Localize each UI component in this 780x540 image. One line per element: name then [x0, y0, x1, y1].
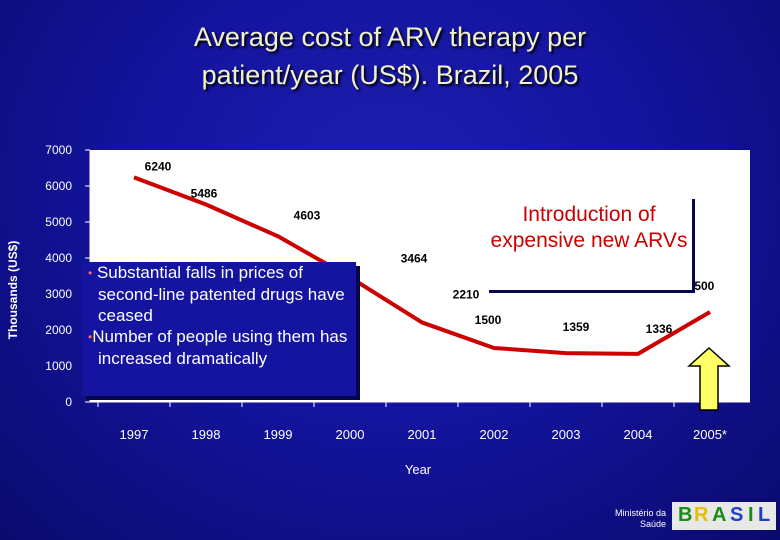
- bullet-text-2: Number of people using them has increase…: [92, 327, 348, 369]
- ministry-logo: Ministério da Saúde B R A S I L: [608, 496, 776, 534]
- data-label: 1359: [563, 320, 590, 334]
- x-axis-title: Year: [405, 462, 432, 477]
- series-line: [133, 175, 712, 356]
- data-label: 3464: [401, 251, 428, 265]
- y-axis: 0 1000 2000 3000 4000 5000 6000 7000: [45, 143, 91, 409]
- y-tick-label: 7000: [45, 143, 72, 157]
- data-label: 2500: [688, 279, 715, 293]
- data-label: 2210: [453, 287, 480, 301]
- x-tick-label: 1999: [264, 427, 293, 442]
- title-line-2: patient/year (US$). Brazil, 2005: [201, 60, 579, 90]
- x-axis: 1997 1998 1999 2000 2001 2002 2003 2004 2005*: [90, 401, 750, 442]
- x-tick-label: 2002: [480, 427, 509, 442]
- bullet-item: • Substantial falls in prices of second-…: [82, 262, 356, 326]
- up-arrow-icon: [687, 346, 731, 411]
- data-label: 1500: [475, 313, 502, 327]
- ministry-label: Ministério da Saúde: [608, 508, 666, 530]
- data-label: 1336: [646, 322, 673, 336]
- y-axis-title: Thousands (US$): [6, 241, 20, 340]
- x-tick-label: 2004: [624, 427, 653, 442]
- x-tick-label: 1997: [120, 427, 149, 442]
- annotation-box: • Substantial falls in prices of second-…: [82, 262, 356, 396]
- bullet-icon: •: [88, 330, 93, 345]
- bullet-text-1: Substantial falls in prices of second-li…: [96, 263, 345, 326]
- y-tick-label: 2000: [45, 323, 72, 337]
- data-labels: 6240 5486 4603 3464 2210 1500 1359 1336 2500: [145, 159, 715, 336]
- intro-callout: Introduction of expensive new ARVs: [486, 196, 692, 290]
- brasil-logo-icon: B R A S I L: [672, 502, 776, 530]
- x-tick-label: 2003: [552, 427, 581, 442]
- y-tick-label: 6000: [45, 179, 72, 193]
- x-tick-label: 2001: [408, 427, 437, 442]
- data-label: 4603: [294, 208, 321, 222]
- ministry-line-2: Saúde: [639, 519, 666, 529]
- x-tick-label: 1998: [192, 427, 221, 442]
- y-tick-label: 0: [65, 395, 72, 409]
- data-label: 6240: [145, 159, 172, 173]
- data-label: 5486: [191, 187, 218, 201]
- y-tick-label: 1000: [45, 359, 72, 373]
- x-tick-label: 2000: [336, 427, 365, 442]
- chart-title: Average cost of ARV therapy per patient/…: [0, 18, 780, 94]
- ministry-line-1: Ministério da: [614, 508, 666, 518]
- bullet-icon: •: [88, 266, 93, 281]
- y-tick-label: 3000: [45, 287, 72, 301]
- y-tick-label: 4000: [45, 251, 72, 265]
- y-tick-label: 5000: [45, 215, 72, 229]
- title-line-1: Average cost of ARV therapy per: [193, 22, 587, 52]
- x-tick-label: 2005*: [693, 427, 727, 442]
- bullet-item: •Number of people using them has increas…: [82, 326, 356, 369]
